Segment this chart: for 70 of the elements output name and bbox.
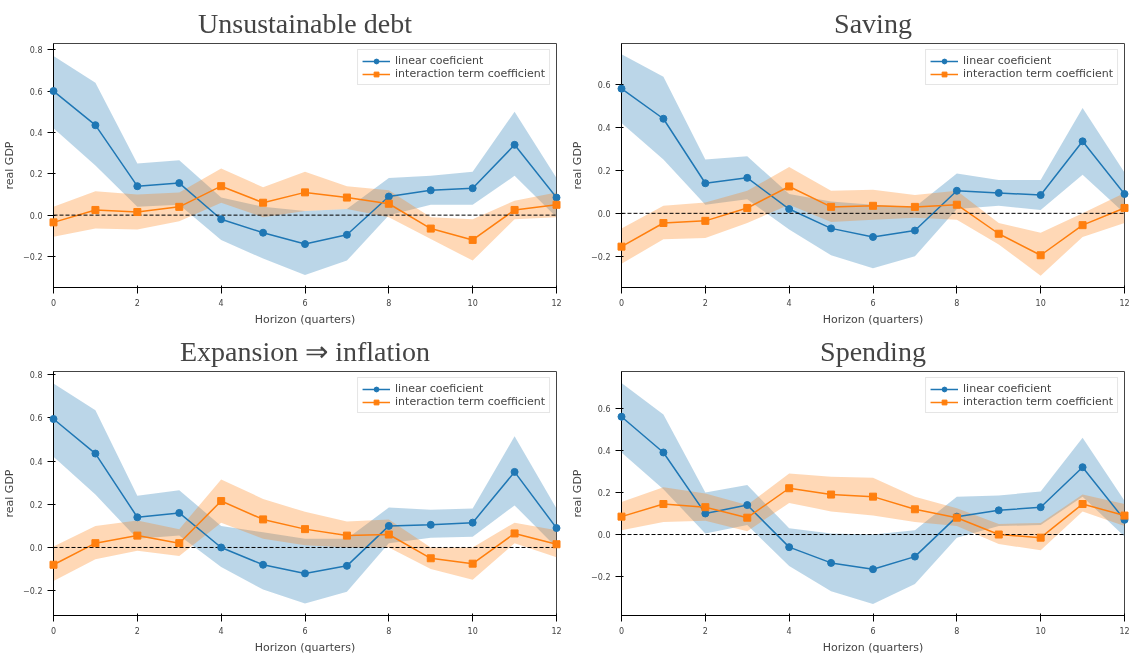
- y-tick-label: −0.2: [23, 252, 43, 262]
- y-tick-label: 0.0: [597, 531, 611, 541]
- x-tick-label: 6: [870, 626, 876, 636]
- y-tick-label: −0.2: [23, 587, 43, 597]
- y-tick-label: 0.0: [29, 211, 43, 221]
- y-axis-title: real GDP: [3, 141, 17, 190]
- x-tick-label: 12: [551, 626, 562, 636]
- y-tick-label: 0.4: [29, 128, 43, 138]
- x-tick-label: 6: [870, 298, 876, 308]
- y-tick-label: 0.6: [29, 87, 43, 97]
- y-tick-label: 0.0: [597, 209, 611, 219]
- legend-label: interaction term coefficient: [963, 67, 1113, 80]
- x-tick-label: 0: [50, 626, 57, 636]
- chart-title: Unsustainable debt: [198, 7, 413, 39]
- x-tick-label: 0: [618, 298, 625, 308]
- y-tick-label: 0.2: [29, 170, 43, 180]
- y-axis-title: real GDP: [3, 469, 17, 518]
- x-tick-label: 4: [218, 626, 224, 636]
- x-axis-title: Horizon (quarters): [822, 640, 924, 654]
- y-tick-label: 0.8: [29, 46, 43, 56]
- x-tick-label: 2: [702, 626, 708, 636]
- x-tick-label: 8: [386, 626, 392, 636]
- x-axis-title: Horizon (quarters): [254, 312, 356, 326]
- x-tick-label: 10: [467, 626, 478, 636]
- x-tick-label: 6: [302, 626, 308, 636]
- chart-title: Spending: [820, 335, 926, 367]
- y-axis-title: real GDP: [571, 141, 585, 190]
- y-tick-label: 0.8: [29, 371, 43, 381]
- y-tick-label: −0.2: [591, 252, 611, 262]
- chart-title: Saving: [834, 7, 912, 39]
- x-tick-label: 4: [218, 298, 224, 308]
- legend-label: linear coeficient: [395, 54, 484, 67]
- y-tick-label: 0.4: [597, 446, 611, 456]
- chart-title: Expansion ⇒ inflation: [179, 335, 431, 367]
- x-tick-label: 12: [1119, 298, 1130, 308]
- legend-label: interaction term coefficient: [395, 67, 545, 80]
- x-tick-label: 0: [50, 298, 57, 308]
- y-tick-label: 0.2: [29, 500, 43, 510]
- y-tick-label: 0.6: [597, 80, 611, 90]
- x-tick-label: 6: [302, 298, 308, 308]
- y-tick-label: 0.2: [597, 488, 611, 498]
- y-tick-label: 0.0: [29, 543, 43, 553]
- x-tick-label: 2: [134, 626, 140, 636]
- legend-label: linear coeficient: [395, 382, 484, 395]
- x-tick-label: 8: [954, 626, 960, 636]
- x-tick-label: 10: [1035, 298, 1046, 308]
- y-axis-title: real GDP: [571, 469, 585, 518]
- legend-label: interaction term coefficient: [395, 395, 545, 408]
- x-tick-label: 10: [1035, 626, 1046, 636]
- x-tick-label: 4: [786, 626, 792, 636]
- legend-label: interaction term coefficient: [963, 395, 1113, 408]
- x-tick-label: 2: [702, 298, 708, 308]
- x-axis-title: Horizon (quarters): [822, 312, 924, 326]
- y-tick-label: 0.2: [597, 166, 611, 176]
- x-axis-title: Horizon (quarters): [254, 640, 356, 654]
- y-tick-label: 0.6: [29, 414, 43, 424]
- x-tick-label: 8: [386, 298, 392, 308]
- legend-label: linear coeficient: [963, 382, 1052, 395]
- x-tick-label: 8: [954, 298, 960, 308]
- y-tick-label: 0.6: [597, 404, 611, 414]
- x-tick-label: 12: [1119, 626, 1130, 636]
- y-tick-label: 0.4: [29, 457, 43, 467]
- y-tick-label: 0.4: [597, 123, 611, 133]
- x-tick-label: 10: [467, 298, 478, 308]
- x-tick-label: 2: [134, 298, 140, 308]
- x-tick-label: 12: [551, 298, 562, 308]
- x-tick-label: 4: [786, 298, 792, 308]
- y-tick-label: −0.2: [591, 573, 611, 583]
- legend-label: linear coeficient: [963, 54, 1052, 67]
- x-tick-label: 0: [618, 626, 625, 636]
